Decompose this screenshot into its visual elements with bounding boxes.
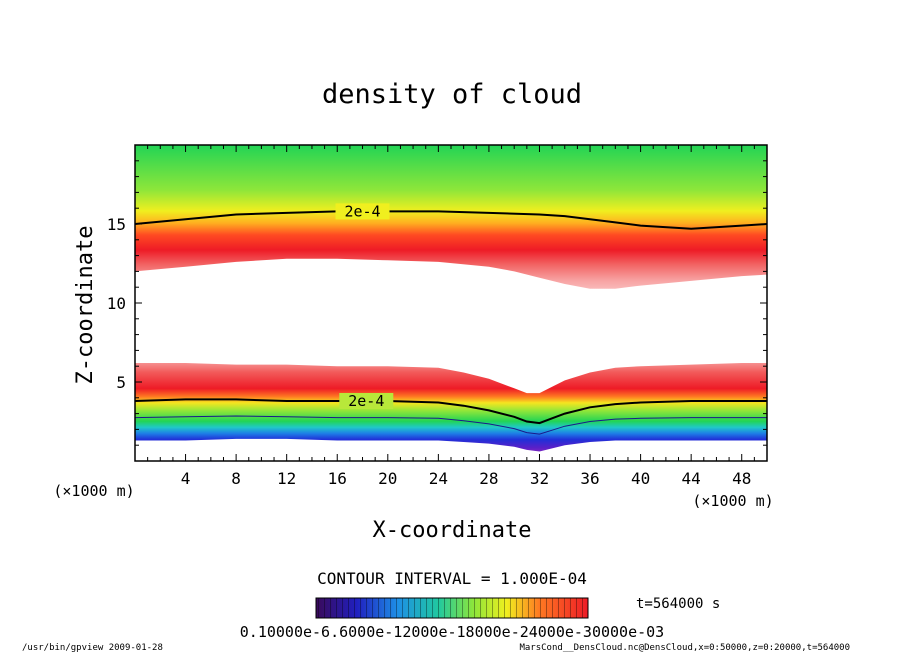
x-tick-label: 36 <box>580 469 599 488</box>
x-tick-label: 20 <box>378 469 397 488</box>
x-tick-label: 28 <box>479 469 498 488</box>
contour-label-lower-text: 2e-4 <box>348 392 384 410</box>
chart-title: density of cloud <box>322 79 582 110</box>
upper-cloud-band <box>135 145 767 289</box>
plot-area <box>135 145 767 452</box>
x-axis: 4 8 12 16 20 24 28 32 36 40 44 48 <box>147 145 755 488</box>
colorbar-border <box>315 597 589 619</box>
colorbar <box>315 597 589 619</box>
contour-label-upper-text: 2e-4 <box>344 202 380 220</box>
footer-right: MarsCond__DensCloud.nc@DensCloud,x=0:500… <box>519 643 850 653</box>
x-tick-label: 16 <box>328 469 347 488</box>
x-tick-label: 4 <box>181 469 191 488</box>
y-tick-label: 10 <box>107 294 126 313</box>
y-axis-label: Z-coordinate <box>73 226 98 385</box>
x-tick-label: 8 <box>231 469 241 488</box>
lower-contour-line <box>135 398 767 425</box>
contour-label-lower: 2e-4 <box>339 392 394 410</box>
colorbar-labels: 0.10000e-6.6000e-12000e-18000e-24000e-30… <box>240 623 664 641</box>
y-tick-label: 5 <box>116 373 126 392</box>
x-tick-label: 40 <box>631 469 650 488</box>
y-axis: 5 10 15 <box>107 160 767 446</box>
x-tick-label: 12 <box>277 469 296 488</box>
x-tick-label: 48 <box>732 469 751 488</box>
colorbar-stripes <box>316 598 588 618</box>
footer-left: /usr/bin/gpview 2009-01-28 <box>22 643 163 653</box>
x-unit-right: (×1000 m) <box>692 492 773 510</box>
contour-interval: CONTOUR INTERVAL = 1.000E-04 <box>317 569 587 588</box>
x-tick-label: 32 <box>530 469 549 488</box>
upper-contour-line <box>135 210 767 230</box>
lower-blue-contour <box>135 415 767 435</box>
x-tick-label: 44 <box>682 469 701 488</box>
time-label: t=564000 s <box>636 596 720 612</box>
y-tick-label: 15 <box>107 215 126 234</box>
contour-label-upper: 2e-4 <box>335 202 390 220</box>
x-tick-label: 24 <box>429 469 448 488</box>
x-unit-left: (×1000 m) <box>53 482 134 500</box>
lower-cloud-band <box>135 363 767 452</box>
x-axis-label: X-coordinate <box>373 518 532 543</box>
